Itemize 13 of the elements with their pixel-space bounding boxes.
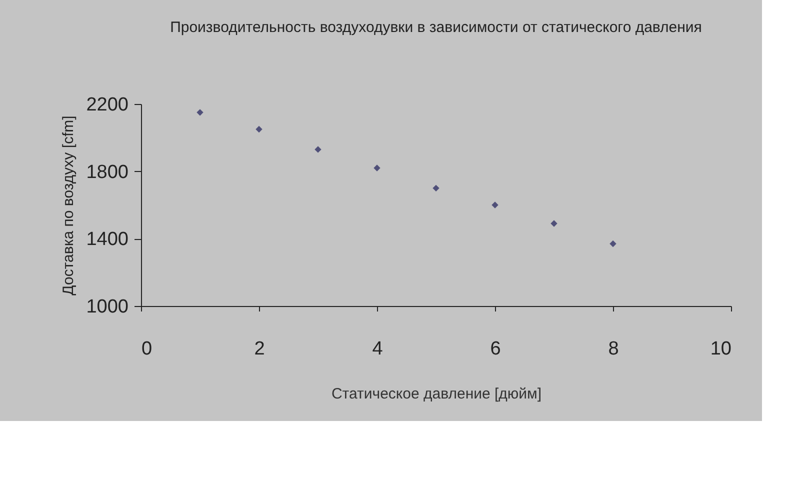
y-axis-title: Доставка по воздуху [cfm]: [60, 116, 78, 296]
x-tick-label: 2: [254, 338, 265, 360]
x-tick-label: 8: [608, 338, 619, 360]
x-axis-title: Статическое давление [дюйм]: [331, 386, 542, 402]
y-tick-label: 2200: [86, 94, 128, 116]
x-tick-label: 0: [142, 338, 152, 360]
y-tick-label: 1400: [86, 229, 128, 250]
chart-title: Производительность воздуходувки в зависимости от статического давления: [170, 19, 702, 36]
x-tick-label: 10: [710, 338, 732, 360]
y-tick-label: 1000: [86, 296, 128, 318]
x-tick-label: 6: [490, 338, 501, 360]
y-tick-label: 1800: [86, 162, 128, 183]
x-tick-label: 4: [372, 338, 384, 360]
